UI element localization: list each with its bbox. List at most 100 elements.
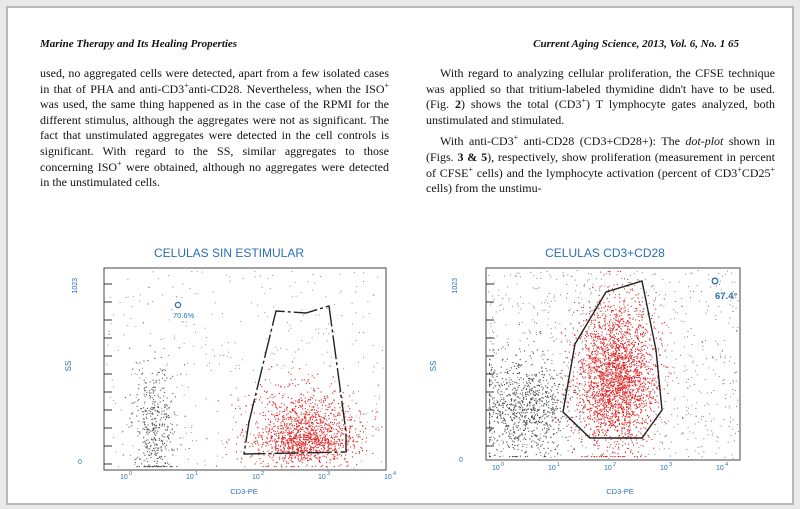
event-dot <box>295 433 297 435</box>
event-dot <box>304 432 306 434</box>
event-dot <box>605 422 607 424</box>
event-dot <box>323 417 325 419</box>
event-dot <box>599 303 601 305</box>
event-dot <box>303 448 305 450</box>
event-dot <box>147 439 149 441</box>
event-dot <box>683 396 685 397</box>
event-dot <box>344 428 346 430</box>
event-dot <box>593 328 594 329</box>
event-dot <box>526 412 528 414</box>
event-dot <box>273 453 275 455</box>
event-dot <box>300 460 302 462</box>
event-dot <box>515 391 517 393</box>
event-dot <box>640 352 642 354</box>
event-dot <box>588 363 590 365</box>
event-dot <box>300 320 302 322</box>
event-dot <box>642 359 644 361</box>
event-dot <box>299 437 301 439</box>
event-dot <box>598 426 600 428</box>
event-dot <box>725 406 726 408</box>
event-dot <box>292 432 294 434</box>
event-dot <box>281 428 283 430</box>
event-dot <box>308 436 310 438</box>
event-dot <box>548 453 550 454</box>
event-dot <box>241 430 243 432</box>
event-dot <box>537 447 539 449</box>
event-dot <box>554 300 556 302</box>
event-dot <box>293 441 295 443</box>
event-dot <box>291 439 293 441</box>
event-dot <box>500 450 502 452</box>
event-dot <box>635 308 637 310</box>
event-dot <box>312 402 313 403</box>
event-dot <box>490 302 492 304</box>
event-dot <box>557 386 559 388</box>
event-dot <box>664 376 666 378</box>
event-dot <box>535 390 537 392</box>
event-dot <box>526 420 528 422</box>
event-dot <box>601 353 603 355</box>
event-dot <box>553 442 554 444</box>
event-dot <box>591 357 593 359</box>
event-dot <box>598 395 600 397</box>
event-dot <box>312 423 314 425</box>
event-dot <box>575 337 577 339</box>
event-dot <box>176 466 178 468</box>
event-dot <box>605 311 606 312</box>
event-dot <box>535 414 537 416</box>
event-dot <box>601 311 603 313</box>
event-dot <box>586 319 588 321</box>
event-dot <box>708 367 710 369</box>
event-dot <box>552 393 554 395</box>
event-dot <box>305 434 307 436</box>
event-dot <box>698 300 700 302</box>
event-dot <box>596 399 598 401</box>
event-dot <box>608 457 610 459</box>
event-dot <box>531 446 533 448</box>
event-dot <box>296 412 298 414</box>
event-dot <box>347 419 349 421</box>
event-dot <box>506 388 508 390</box>
event-dot <box>514 432 516 434</box>
event-dot <box>505 294 507 296</box>
event-dot <box>297 449 299 451</box>
event-dot <box>339 412 341 414</box>
event-dot <box>624 288 626 290</box>
event-dot <box>650 402 652 404</box>
event-dot <box>607 365 609 367</box>
event-dot <box>711 420 712 422</box>
event-dot <box>489 456 491 458</box>
event-dot <box>548 415 550 417</box>
event-dot <box>639 380 641 382</box>
event-dot <box>286 349 288 350</box>
event-dot <box>577 430 579 432</box>
event-dot <box>536 410 538 412</box>
event-dot <box>496 439 498 441</box>
event-dot <box>261 385 263 387</box>
event-dot <box>640 386 642 388</box>
event-dot <box>153 427 155 429</box>
event-dot <box>554 408 556 410</box>
event-dot <box>554 456 556 457</box>
event-dot <box>594 314 596 316</box>
event-dot <box>507 344 509 346</box>
event-dot <box>168 407 170 409</box>
event-dot <box>357 436 359 438</box>
event-dot <box>341 410 343 412</box>
event-dot <box>164 375 166 376</box>
event-dot <box>289 435 291 437</box>
event-dot <box>353 444 355 446</box>
event-dot <box>529 388 531 390</box>
event-dot <box>625 424 627 425</box>
event-dot <box>489 439 491 441</box>
event-dot <box>276 406 278 408</box>
event-dot <box>504 430 505 432</box>
event-dot <box>294 437 296 439</box>
event-dot <box>588 434 590 436</box>
event-dot <box>648 337 650 339</box>
event-dot <box>311 441 313 443</box>
event-dot <box>525 438 527 440</box>
event-dot <box>235 365 237 367</box>
event-dot <box>578 361 580 363</box>
event-dot <box>566 365 568 367</box>
